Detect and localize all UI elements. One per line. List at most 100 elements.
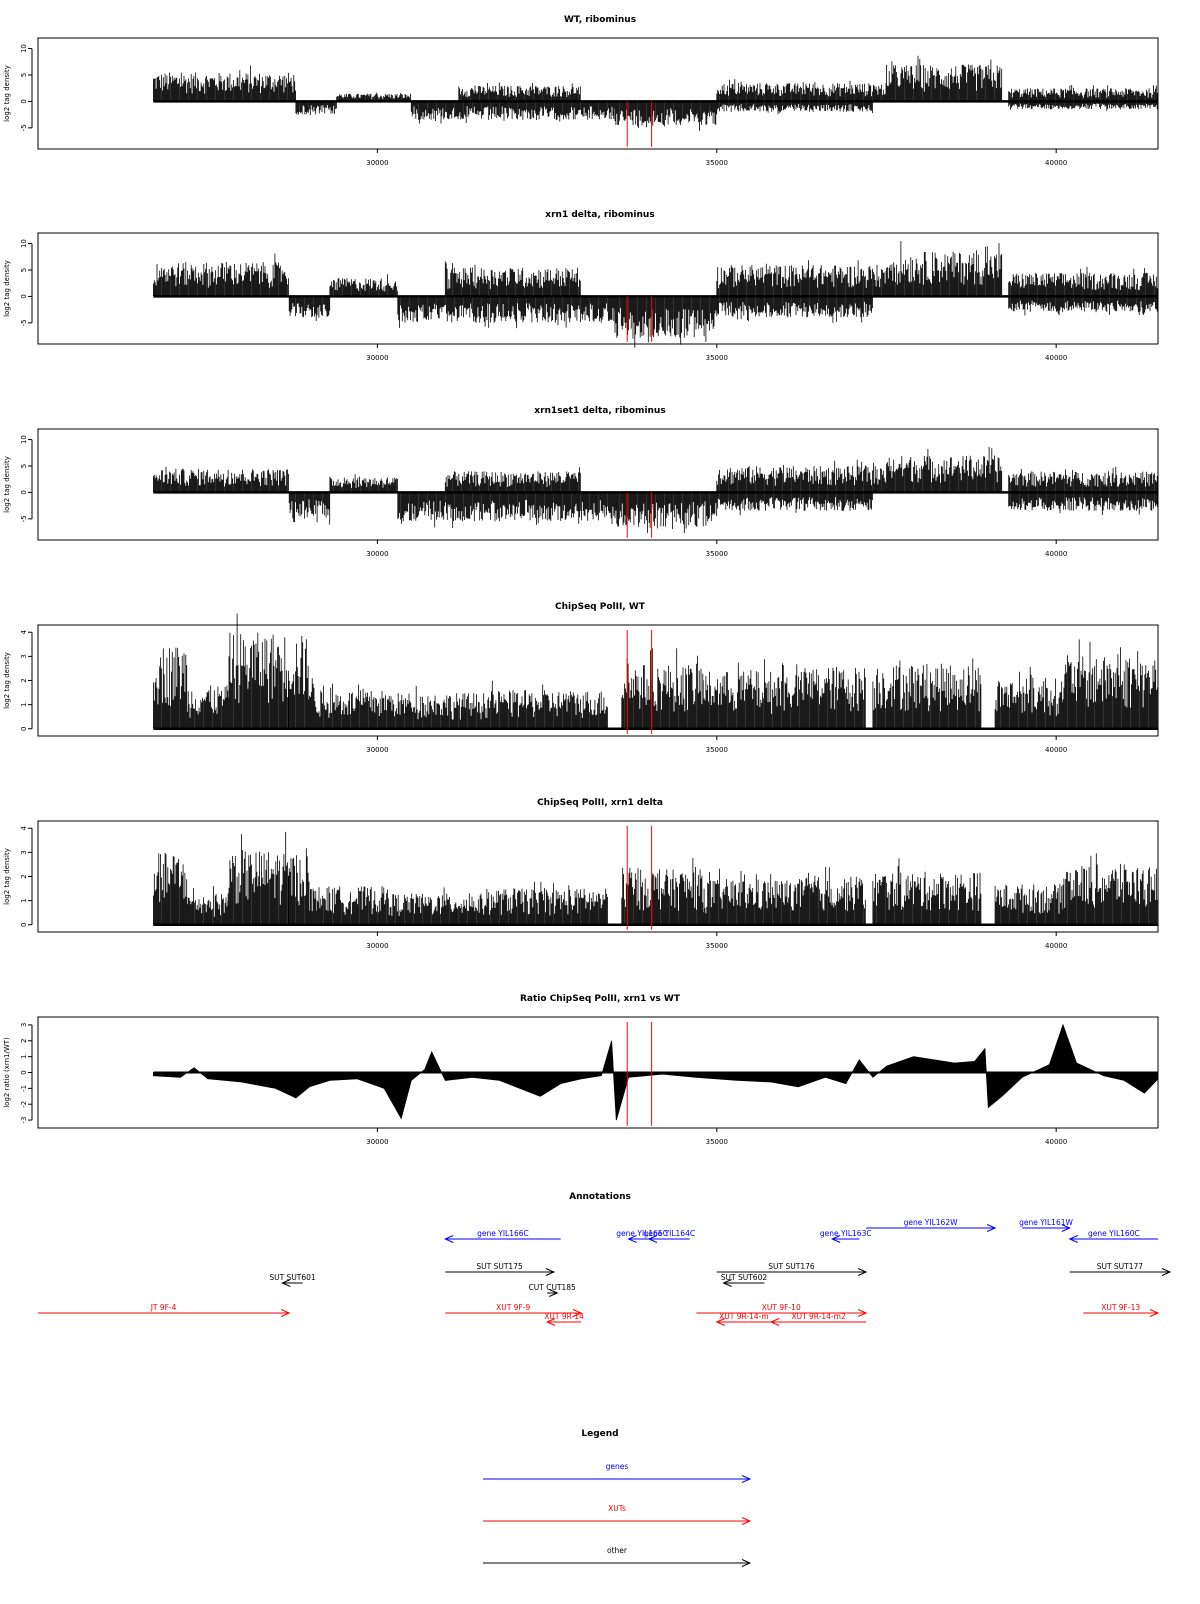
annotation-label: SUT SUT601 [269, 1273, 316, 1282]
annotation-label: SUT SUT177 [1097, 1262, 1144, 1271]
panel-wt: WT, ribominus -5 0 5 10 log2 tag density 30000… [3, 15, 1159, 167]
arrow-head [1161, 1268, 1172, 1276]
x-tick-label: 35000 [706, 159, 728, 167]
arrow-head [549, 1289, 559, 1297]
signal-bars [153, 613, 1158, 729]
panel-title: WT, ribominus [564, 15, 636, 25]
y-tick-label: 3 [20, 1023, 28, 1027]
signal-bars [153, 241, 1158, 348]
annotation-feature: gene YIL161W [1019, 1218, 1073, 1232]
legend-item-other: other [483, 1546, 752, 1567]
y-tick-label: 0 [20, 490, 28, 494]
annotation-feature: XUT 9F-9 [445, 1303, 583, 1317]
annotation-feature: XUT 9F-10 [696, 1303, 868, 1317]
y-tick-label: 2 [20, 1039, 28, 1043]
y-axis-label: log2 tag density [3, 848, 11, 905]
y-axis-label: log2 ratio (xrn1/WT) [3, 1037, 11, 1108]
annotation-feature: SUT SUT175 [445, 1262, 556, 1276]
arrow-head [281, 1279, 291, 1287]
annotation-label: CUT CUT185 [529, 1283, 577, 1292]
y-tick-label: 10 [20, 239, 28, 248]
annotations-title: Annotations [569, 1192, 631, 1202]
panel-chip_xrn1: ChipSeq PolII, xrn1 delta 0 1 2 3 4 log2 tag d… [3, 798, 1159, 950]
panel-title: xrn1set1 delta, ribominus [534, 406, 665, 416]
x-tick-label: 30000 [366, 942, 388, 950]
plot-frame [37, 624, 1159, 737]
arrow-head [715, 1318, 725, 1326]
y-tick-label: 2 [20, 678, 28, 682]
y-tick-label: 1 [20, 702, 28, 706]
arrow-head [647, 1235, 658, 1243]
signal-bars [153, 446, 1158, 533]
x-tick-label: 40000 [1045, 942, 1067, 950]
annotation-label: gene YIL162W [904, 1218, 958, 1227]
annotation-label: XUT 9F-13 [1101, 1303, 1140, 1312]
annotation-feature: SUT SUT602 [721, 1273, 768, 1287]
x-tick-label: 40000 [1045, 1138, 1067, 1146]
annotation-feature: SUT SUT177 [1069, 1262, 1172, 1276]
annotation-label: JT 9F-4 [150, 1303, 177, 1312]
annotation-label: gene YIL163C [820, 1229, 872, 1238]
y-tick-label: 0 [20, 727, 28, 731]
x-tick-label: 35000 [706, 550, 728, 558]
legend-item-genes: genes [483, 1462, 752, 1483]
arrow-head [741, 1559, 752, 1567]
annotation-label: gene YIL160C [1088, 1229, 1140, 1238]
x-tick-label: 30000 [366, 354, 388, 362]
annotation-label: SUT SUT602 [721, 1273, 768, 1282]
y-tick-label: 0 [20, 294, 28, 298]
annotation-label: XUT 9F-9 [496, 1303, 530, 1312]
y-axis-label: log2 tag density [3, 652, 11, 709]
annotation-feature: gene YIL160C [1068, 1229, 1158, 1243]
y-tick-label: 0 [20, 99, 28, 103]
annotation-feature: CUT CUT185 [529, 1283, 577, 1297]
x-tick-label: 30000 [366, 159, 388, 167]
y-tick-label: 4 [20, 629, 28, 634]
x-tick-label: 35000 [706, 354, 728, 362]
x-tick-label: 35000 [706, 1138, 728, 1146]
y-tick-label: 5 [20, 73, 28, 77]
x-tick-label: 30000 [366, 1138, 388, 1146]
y-tick-label: 3 [20, 850, 28, 854]
y-tick-label: 0 [20, 1070, 28, 1074]
arrow-head [1068, 1235, 1078, 1243]
legend-label: genes [606, 1462, 629, 1471]
legend-item-xuts: XUTs [483, 1504, 752, 1525]
annotation-label: gene YIL161W [1019, 1218, 1073, 1227]
arrow-head [627, 1235, 637, 1243]
annotation-label: gene YIL164C [643, 1229, 695, 1238]
x-tick-label: 35000 [706, 942, 728, 950]
annotation-label: XUT 9R-14 [544, 1312, 584, 1321]
annotation-feature: gene YIL164C [643, 1229, 695, 1243]
legend-title: Legend [581, 1429, 618, 1439]
arrow-head [986, 1224, 997, 1232]
panel-ratio: Ratio ChipSeq PolII, xrn1 vs WT -3 -2 -1 0 1 2… [3, 994, 1159, 1146]
arrow-head [1149, 1309, 1160, 1317]
y-axis-label: log2 tag density [3, 65, 11, 122]
annotation-feature: gene YIL163C [820, 1229, 872, 1243]
y-axis-label: log2 tag density [3, 456, 11, 513]
arrow-head [857, 1268, 868, 1276]
plot-frame [37, 820, 1159, 933]
y-tick-label: -2 [20, 1101, 28, 1108]
y-tick-label: 1 [20, 898, 28, 902]
x-tick-label: 30000 [366, 550, 388, 558]
arrow-head [857, 1309, 868, 1317]
y-tick-label: -5 [20, 319, 28, 326]
arrow-head [444, 1235, 454, 1243]
annotation-label: XUT 9F-10 [762, 1303, 801, 1312]
arrow-head [741, 1475, 752, 1483]
arrow-head [545, 1318, 556, 1326]
legend-label: other [607, 1546, 628, 1555]
panel-title: ChipSeq PolII, WT [555, 602, 646, 612]
arrow-head [769, 1318, 780, 1326]
y-tick-label: -3 [20, 1117, 28, 1124]
y-tick-label: 10 [20, 435, 28, 444]
y-tick-label: 3 [20, 654, 28, 658]
y-tick-label: 4 [20, 825, 28, 830]
annotation-feature: SUT SUT601 [269, 1273, 316, 1287]
x-tick-label: 40000 [1045, 159, 1067, 167]
arrow-head [722, 1279, 732, 1287]
